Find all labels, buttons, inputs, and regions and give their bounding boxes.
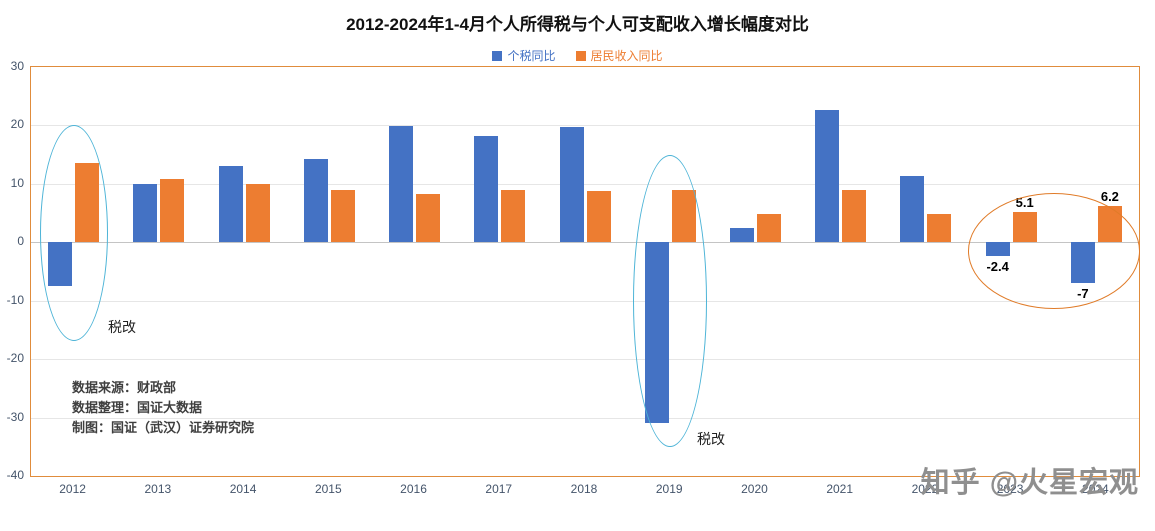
annotation-text-0: 税改 bbox=[108, 319, 136, 335]
chart-title: 2012-2024年1-4月个人所得税与个人可支配收入增长幅度对比 bbox=[346, 15, 809, 34]
y-tick-label: 20 bbox=[10, 117, 24, 132]
bar-个税同比-2018 bbox=[559, 126, 584, 243]
bar-个税同比-2022 bbox=[900, 175, 925, 243]
bar-居民收入同比-2014 bbox=[245, 183, 270, 243]
y-axis: 30 20 10 0 -10 -20 -30 -40 bbox=[0, 59, 26, 482]
bar-个税同比-2017 bbox=[474, 135, 499, 243]
y-tick-label: 30 bbox=[10, 59, 24, 73]
plot-area: 5.1 -2.4 6.2 -7 税改 税改 bbox=[30, 66, 1140, 477]
x-tick-label: 2020 bbox=[741, 482, 768, 496]
legend-item-income: 居民收入同比 bbox=[575, 47, 663, 64]
gridline bbox=[31, 417, 1139, 419]
gridline bbox=[31, 242, 1139, 244]
bar-居民收入同比-2015 bbox=[330, 190, 355, 243]
gridline bbox=[31, 183, 1139, 185]
data-label-2024-1: 6.2 bbox=[1100, 189, 1119, 205]
bar-居民收入同比-2021 bbox=[842, 189, 867, 243]
gridline bbox=[31, 300, 1139, 302]
annotation-text-1: 税改 bbox=[697, 431, 725, 447]
bar-个税同比-2015 bbox=[303, 158, 328, 243]
x-tick-label: 2021 bbox=[826, 482, 854, 496]
x-tick-label: 2017 bbox=[485, 482, 513, 496]
legend-label-income: 居民收入同比 bbox=[590, 49, 663, 63]
bar-居民收入同比-2022 bbox=[927, 213, 952, 243]
legend: 个税同比 居民收入同比 bbox=[0, 47, 1155, 64]
legend-label-tax: 个税同比 bbox=[507, 49, 556, 63]
x-tick-label: 2023 bbox=[996, 482, 1024, 496]
x-tick-label: 2019 bbox=[655, 482, 683, 496]
bar-个税同比-2013 bbox=[133, 184, 158, 243]
bar-居民收入同比-2016 bbox=[416, 193, 441, 243]
ellipse-2023-2024-highlight bbox=[967, 193, 1140, 309]
x-tick-label: 2024 bbox=[1082, 482, 1109, 496]
legend-swatch-tax-icon bbox=[492, 50, 503, 61]
bar-居民收入同比-2018 bbox=[586, 191, 611, 243]
x-tick-label: 2022 bbox=[911, 482, 939, 496]
legend-swatch-income-icon bbox=[575, 50, 586, 61]
source-line-1: 数据来源：财政部 bbox=[72, 380, 177, 395]
source-line-3: 制图：国证（武汉）证券研究院 bbox=[72, 420, 255, 435]
source-notes: 数据来源：财政部 数据整理：国证大数据 制图：国证（武汉）证券研究院 bbox=[72, 378, 254, 438]
bar-个税同比-2021 bbox=[815, 109, 840, 243]
y-tick-label: -20 bbox=[6, 351, 24, 366]
y-tick-label: -10 bbox=[6, 292, 24, 307]
bar-个税同比-2016 bbox=[389, 126, 414, 243]
x-tick-label: 2018 bbox=[570, 482, 598, 496]
x-tick-label: 2014 bbox=[229, 482, 257, 496]
gridline bbox=[31, 125, 1139, 127]
bar-个税同比-2014 bbox=[218, 165, 243, 243]
bar-个税同比-2020 bbox=[729, 228, 754, 243]
y-tick-label: -30 bbox=[6, 409, 24, 424]
y-tick-label: 10 bbox=[10, 175, 24, 190]
ellipse-2019-tax-reform bbox=[633, 155, 708, 447]
bar-居民收入同比-2017 bbox=[501, 189, 526, 243]
y-tick-label: -40 bbox=[6, 468, 24, 482]
source-line-2: 数据整理：国证大数据 bbox=[72, 400, 203, 415]
x-tick-label: 2013 bbox=[144, 482, 172, 496]
y-tick-label: 0 bbox=[17, 234, 24, 249]
x-tick-label: 2016 bbox=[400, 482, 427, 496]
bar-居民收入同比-2013 bbox=[160, 178, 185, 243]
x-tick-label: 2015 bbox=[314, 482, 342, 496]
ellipse-2012-tax-reform bbox=[39, 125, 108, 341]
zhihu-watermark: 知乎 @火星宏观 bbox=[920, 467, 1139, 499]
x-tick-label: 2012 bbox=[59, 482, 86, 496]
gridline bbox=[31, 359, 1139, 361]
x-axis: 2012 2013 2014 2015 2016 2017 2018 2019 2020 2021… bbox=[30, 482, 1140, 498]
legend-item-tax: 个税同比 bbox=[492, 47, 556, 64]
bar-居民收入同比-2020 bbox=[756, 214, 781, 243]
